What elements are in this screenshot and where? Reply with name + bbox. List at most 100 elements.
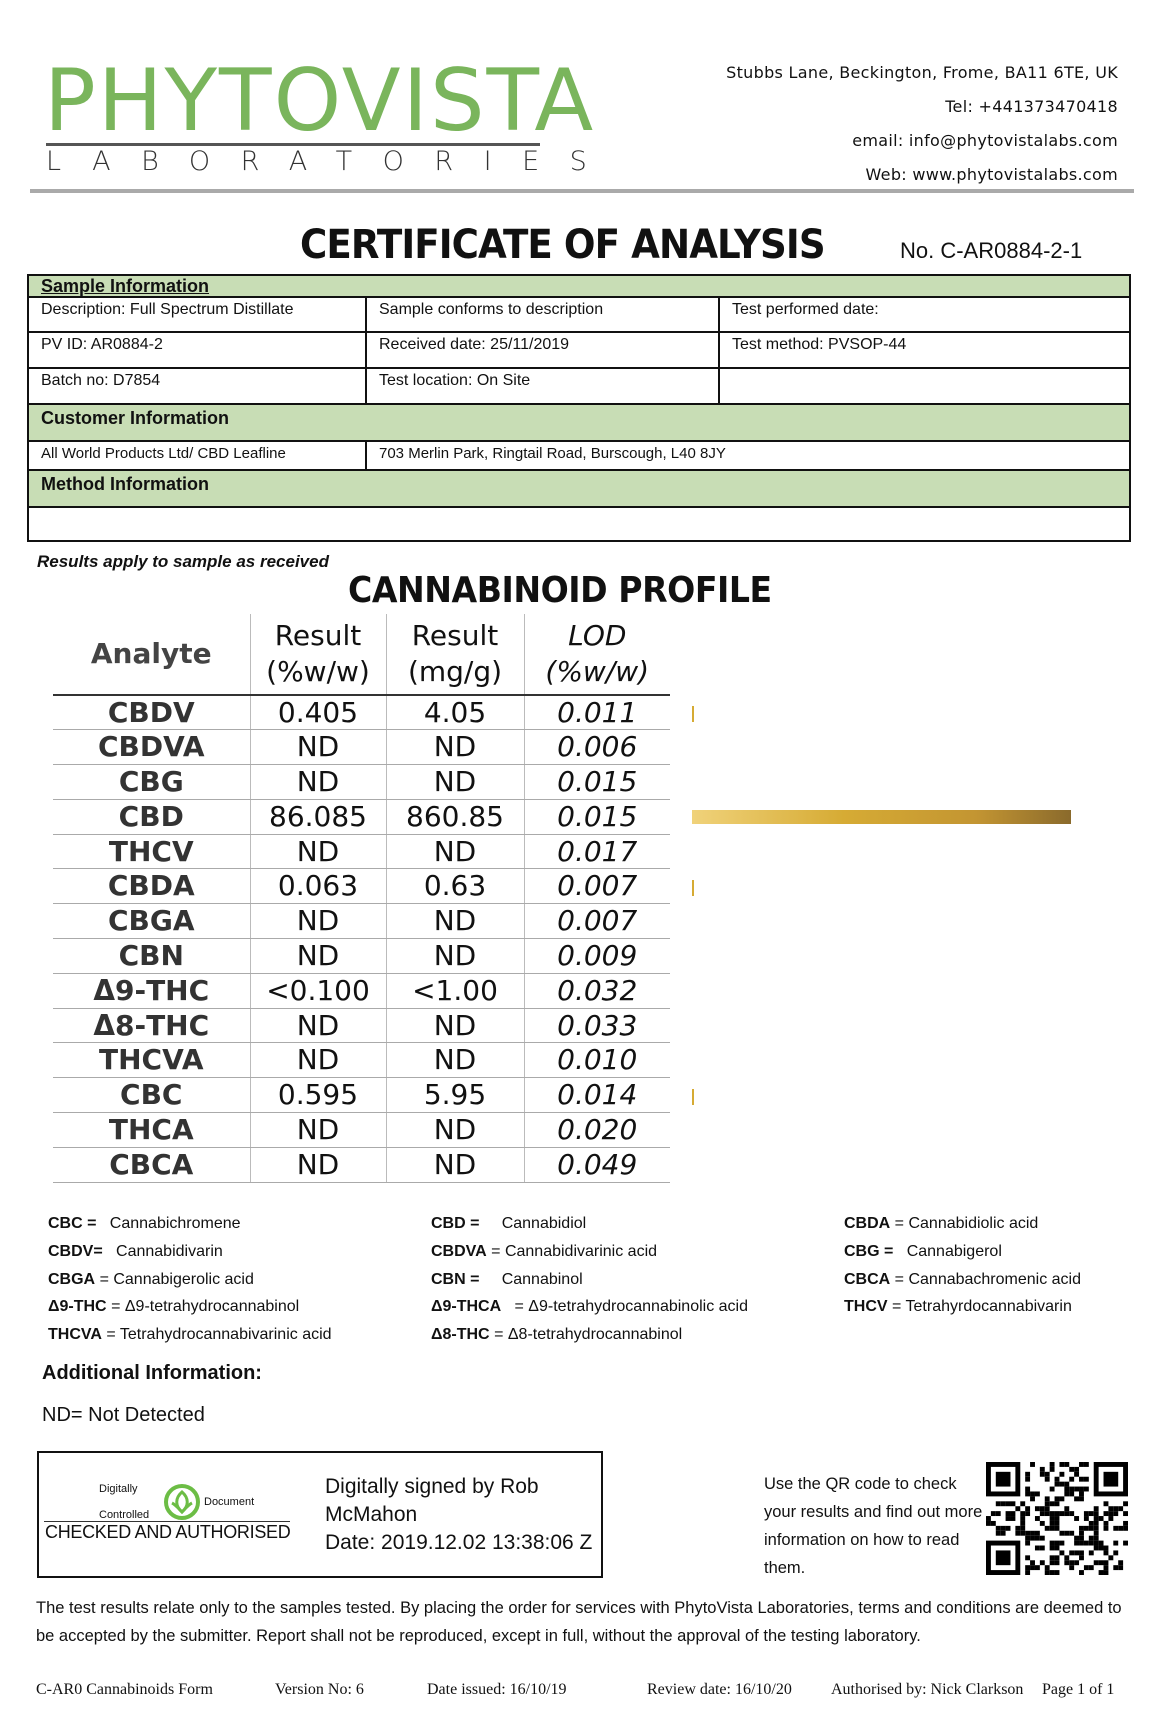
cell-lod: 0.006 xyxy=(523,729,670,766)
cannabinoid-profile-table: Analyte Result (%w/w) Result (mg/g) LOD (%w… xyxy=(53,614,670,1183)
additional-info-heading: Additional Information: xyxy=(42,1362,262,1384)
cell-lod: 0.014 xyxy=(523,1077,670,1114)
cell-result-pct: ND xyxy=(249,764,386,800)
cell-result-mg: ND xyxy=(385,764,524,800)
glossary-entry: CBN = Cannabinol xyxy=(431,1270,583,1288)
test-performed-date: Test performed date: xyxy=(718,296,1131,333)
batch-no: Batch no: D7854 xyxy=(27,367,367,405)
col-result-pct: Result (%w/w) xyxy=(249,614,386,696)
glossary-entry: CBGA = Cannabigerolic acid xyxy=(48,1270,254,1288)
glossary-entry: Δ9-THC = Δ9-tetrahydrocannabinol xyxy=(48,1298,300,1316)
page-title: CERTIFICATE OF ANALYSIS xyxy=(300,222,826,268)
cell-result-mg: ND xyxy=(385,1112,524,1148)
pv-id: PV ID: AR0884-2 xyxy=(27,331,367,369)
cell-lod: 0.015 xyxy=(523,799,670,835)
empty-cell xyxy=(718,367,1131,405)
footer-version: Version No: 6 xyxy=(275,1681,364,1698)
cell-analyte: CBDVA xyxy=(53,729,250,766)
cell-lod: 0.007 xyxy=(523,903,670,940)
profile-title: CANNABINOID PROFILE xyxy=(348,570,772,611)
qr-code-icon[interactable] xyxy=(986,1462,1128,1575)
customer-info-header: Customer Information xyxy=(27,403,1131,442)
cell-result-mg: ND xyxy=(385,834,524,870)
cell-result-mg: 860.85 xyxy=(385,799,524,835)
cell-lod: 0.033 xyxy=(523,1008,670,1044)
signature-text: Digitally signed by Rob McMahon Date: 2019… xyxy=(325,1475,593,1554)
customer-name: All World Products Ltd/ CBD Leafline xyxy=(27,440,367,471)
cell-lod: 0.011 xyxy=(523,695,670,731)
cell-result-mg: 4.05 xyxy=(385,695,524,731)
cell-analyte: CBDA xyxy=(53,868,250,905)
profile-row: Δ8-THC ND ND 0.033 xyxy=(53,1008,670,1044)
col-analyte: Analyte xyxy=(53,614,250,696)
footer-page: Page 1 of 1 xyxy=(1042,1681,1115,1698)
customer-address: 703 Merlin Park, Ringtail Road, Burscoug… xyxy=(365,440,1131,471)
glossary-entry: CBD = Cannabidiol xyxy=(431,1215,587,1232)
cell-result-mg: ND xyxy=(385,938,524,974)
logo-subtitle: LABORATORIES xyxy=(46,146,618,177)
cell-result-pct: ND xyxy=(249,1147,386,1183)
cell-lod: 0.015 xyxy=(523,764,670,800)
profile-row: CBD 86.085 860.85 0.015 xyxy=(53,799,670,835)
method-info-value xyxy=(27,506,1131,542)
glossary-entry: CBDA = Cannabidiolic acid xyxy=(844,1215,1039,1232)
glossary-entry: CBCA = Cannabachromenic acid xyxy=(844,1270,1082,1288)
result-bar xyxy=(692,880,694,896)
footer-review: Review date: 16/10/20 xyxy=(647,1681,792,1698)
sample-info-header: Sample Information xyxy=(41,276,210,296)
cell-analyte: CBN xyxy=(53,938,250,974)
logo-rule xyxy=(46,143,540,146)
disclaimer: The test results relate only to the samp… xyxy=(36,1599,1122,1645)
cell-lod: 0.009 xyxy=(523,938,670,974)
additional-info-text: ND= Not Detected xyxy=(42,1404,205,1426)
header-divider xyxy=(30,189,1134,193)
cell-lod: 0.007 xyxy=(523,868,670,905)
document-controlled-icon xyxy=(164,1484,200,1520)
glossary-entry: CBC = Cannabichromene xyxy=(48,1215,241,1232)
profile-row: CBGA ND ND 0.007 xyxy=(53,903,670,940)
glossary-entry: CBDV= Cannabidivarin xyxy=(48,1242,223,1260)
profile-row: Δ9-THC <0.100 <1.00 0.032 xyxy=(53,973,670,1009)
footer-issued: Date issued: 16/10/19 xyxy=(427,1681,567,1698)
result-bar xyxy=(692,810,1071,825)
cell-lod: 0.020 xyxy=(523,1112,670,1148)
address: Stubbs Lane, Beckington, Frome, BA11 6TE… xyxy=(726,63,1118,82)
profile-row: THCV ND ND 0.017 xyxy=(53,834,670,870)
test-location: Test location: On Site xyxy=(365,367,720,405)
cell-result-pct: ND xyxy=(249,834,386,870)
profile-row: CBC 0.595 5.95 0.014 xyxy=(53,1077,670,1114)
stamp-top: Digitally xyxy=(99,1483,138,1495)
cell-lod: 0.032 xyxy=(523,973,670,1009)
cell-analyte: CBDV xyxy=(53,695,250,731)
cell-result-mg: ND xyxy=(385,729,524,766)
profile-row: CBDA 0.063 0.63 0.007 xyxy=(53,868,670,905)
qr-instructions: Use the QR code to check your results an… xyxy=(764,1475,983,1577)
glossary-entry: Δ8-THC = Δ8-tetrahydrocannabinol xyxy=(431,1326,683,1344)
cell-analyte: Δ9-THC xyxy=(53,973,250,1009)
stamp-right: Document xyxy=(204,1496,255,1508)
cell-result-pct: <0.100 xyxy=(249,973,386,1009)
col-result-mg: Result (mg/g) xyxy=(385,614,524,696)
cell-result-pct: ND xyxy=(249,1042,386,1079)
profile-row: CBCA ND ND 0.049 xyxy=(53,1147,670,1183)
cell-result-mg: ND xyxy=(385,1147,524,1183)
cell-result-mg: <1.00 xyxy=(385,973,524,1009)
result-bar xyxy=(692,706,694,722)
col-lod: LOD (%w/w) xyxy=(523,614,670,696)
website[interactable]: Web: www.phytovistalabs.com xyxy=(865,165,1118,184)
footer-authorised: Authorised by: Nick Clarkson xyxy=(831,1681,1024,1698)
profile-row: CBG ND ND 0.015 xyxy=(53,764,670,800)
conformance: Sample conforms to description xyxy=(365,296,720,333)
cell-analyte: CBCA xyxy=(53,1147,250,1183)
cell-analyte: CBG xyxy=(53,764,250,800)
cell-result-mg: ND xyxy=(385,1008,524,1044)
cell-lod: 0.010 xyxy=(523,1042,670,1079)
result-bar xyxy=(692,1088,694,1105)
telephone: Tel: +441373470418 xyxy=(945,97,1118,116)
glossary-entry: Δ9-THCA = Δ9-tetrahydrocannabinolic acid xyxy=(431,1298,749,1316)
logo-wordmark: PHYTOVISTA xyxy=(44,51,596,151)
email[interactable]: email: info@phytovistalabs.com xyxy=(852,131,1118,150)
sample-info-table: Sample Information Description: Full Spe… xyxy=(27,274,1131,542)
cell-result-pct: ND xyxy=(249,1112,386,1148)
cell-analyte: CBC xyxy=(53,1077,250,1114)
